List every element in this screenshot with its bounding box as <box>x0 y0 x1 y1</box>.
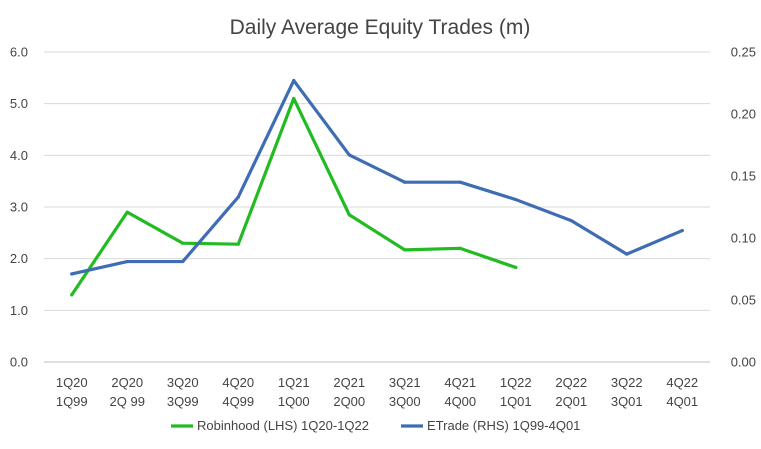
x-tick-label-secondary: 2Q01 <box>555 394 587 409</box>
x-tick-label-secondary: 1Q01 <box>500 394 532 409</box>
series-line-robinhood <box>70 96 518 297</box>
right-tick-label: 0.20 <box>731 107 756 122</box>
x-tick-label-primary: 4Q21 <box>444 375 476 390</box>
data-point <box>514 197 518 202</box>
data-point <box>181 259 185 264</box>
x-tick-label-primary: 3Q22 <box>611 375 643 390</box>
gridlines <box>44 51 710 363</box>
data-point <box>347 213 351 217</box>
x-tick-label-secondary: 1Q99 <box>56 394 88 409</box>
x-tick-label-primary: 2Q22 <box>555 375 587 390</box>
left-tick-label: 1.0 <box>10 303 28 318</box>
left-tick-label: 2.0 <box>10 251 28 266</box>
x-tick-label-secondary: 2Q 99 <box>110 394 145 409</box>
data-point <box>347 153 351 157</box>
right-tick-label: 0.05 <box>731 293 756 308</box>
legend-etrade: ETrade (RHS) 1Q99-4Q01 <box>401 418 580 433</box>
data-point <box>125 210 129 214</box>
data-point <box>125 259 129 264</box>
x-tick-label-secondary: 3Q99 <box>167 394 199 409</box>
x-axis: 1Q20 1Q99 2Q20 2Q 99 3Q20 3Q99 4Q20 4Q99 1Q21 1Q0… <box>56 375 698 409</box>
left-tick-label: 6.0 <box>10 45 28 60</box>
x-tick-label-secondary: 3Q00 <box>389 394 421 409</box>
left-tick-label: 0.0 <box>10 355 28 370</box>
data-point <box>70 272 74 276</box>
right-tick-label: 0.15 <box>731 169 756 184</box>
legend-label: Robinhood (LHS) 1Q20-1Q22 <box>197 418 369 433</box>
x-tick-label-secondary: 4Q01 <box>666 394 698 409</box>
x-tick-label-primary: 1Q21 <box>278 375 310 390</box>
x-tick-label-primary: 1Q22 <box>500 375 532 390</box>
data-point <box>403 180 407 184</box>
data-point <box>458 246 462 250</box>
x-tick-label-secondary: 3Q01 <box>611 394 643 409</box>
left-tick-label: 4.0 <box>10 148 28 163</box>
right-tick-label: 0.00 <box>731 355 756 370</box>
x-tick-label-secondary: 4Q99 <box>222 394 254 409</box>
data-point <box>514 265 518 270</box>
data-point <box>625 252 629 256</box>
series-lines <box>70 78 684 297</box>
data-point <box>70 293 74 297</box>
right-tick-label: 0.25 <box>731 45 756 60</box>
series-line-etrade <box>70 78 684 276</box>
data-point <box>236 242 240 246</box>
data-point <box>569 219 573 223</box>
left-tick-label: 3.0 <box>10 200 28 215</box>
data-point <box>680 228 684 233</box>
data-point <box>236 195 240 199</box>
left-tick-label: 5.0 <box>10 96 28 111</box>
data-point <box>292 78 296 83</box>
legend-label: ETrade (RHS) 1Q99-4Q01 <box>427 418 580 433</box>
x-tick-label-secondary: 4Q00 <box>444 394 476 409</box>
right-y-axis: 0.00 0.05 0.10 0.15 0.20 0.25 <box>731 45 756 370</box>
legend-robinhood: Robinhood (LHS) 1Q20-1Q22 <box>171 418 369 433</box>
x-tick-label-primary: 3Q21 <box>389 375 421 390</box>
x-tick-label-primary: 2Q21 <box>333 375 365 390</box>
x-tick-label-primary: 4Q22 <box>666 375 698 390</box>
data-point <box>458 180 462 184</box>
left-y-axis: 0.0 1.0 2.0 3.0 4.0 5.0 6.0 <box>10 45 28 370</box>
right-tick-label: 0.10 <box>731 231 756 246</box>
data-point <box>403 248 407 252</box>
x-tick-label-primary: 4Q20 <box>222 375 254 390</box>
legend: Robinhood (LHS) 1Q20-1Q22 ETrade (RHS) 1Q… <box>171 418 580 433</box>
x-tick-label-primary: 2Q20 <box>111 375 143 390</box>
x-tick-label-primary: 3Q20 <box>167 375 199 390</box>
data-point <box>181 241 185 245</box>
data-point <box>292 96 296 101</box>
x-tick-label-secondary: 2Q00 <box>333 394 365 409</box>
x-tick-label-primary: 1Q20 <box>56 375 88 390</box>
chart-title: Daily Average Equity Trades (m) <box>230 16 531 39</box>
x-tick-label-secondary: 1Q00 <box>278 394 310 409</box>
